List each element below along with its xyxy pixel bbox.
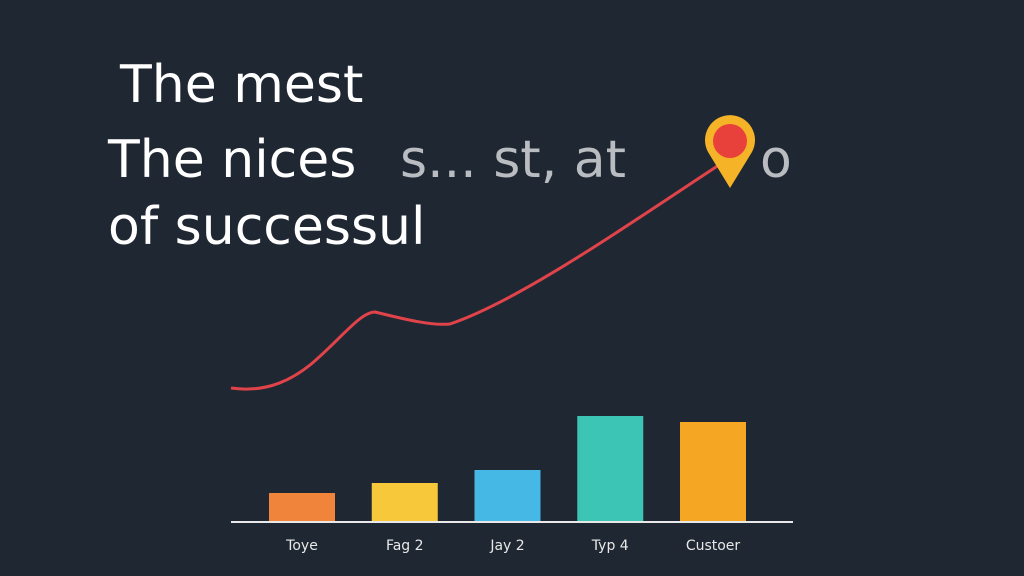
x-tick-label: Jay 2 bbox=[489, 538, 524, 554]
trend-line bbox=[230, 161, 723, 391]
title-line: The nices bbox=[107, 130, 356, 190]
x-tick-label: Custoer bbox=[686, 538, 741, 554]
bar bbox=[680, 422, 746, 521]
bar bbox=[577, 416, 644, 521]
bar bbox=[371, 483, 438, 521]
pin-dot bbox=[713, 124, 747, 158]
title-fragment: s... st, at bbox=[400, 130, 626, 190]
x-tick-label: Toye bbox=[285, 538, 318, 554]
bar bbox=[269, 493, 335, 521]
x-tick-label: Fag 2 bbox=[386, 538, 424, 554]
bar bbox=[474, 470, 541, 521]
title-line: The mest bbox=[119, 55, 363, 115]
title-fragment: o bbox=[760, 130, 792, 190]
title-line: of successul bbox=[108, 197, 425, 257]
x-tick-label: Typ 4 bbox=[591, 538, 629, 554]
